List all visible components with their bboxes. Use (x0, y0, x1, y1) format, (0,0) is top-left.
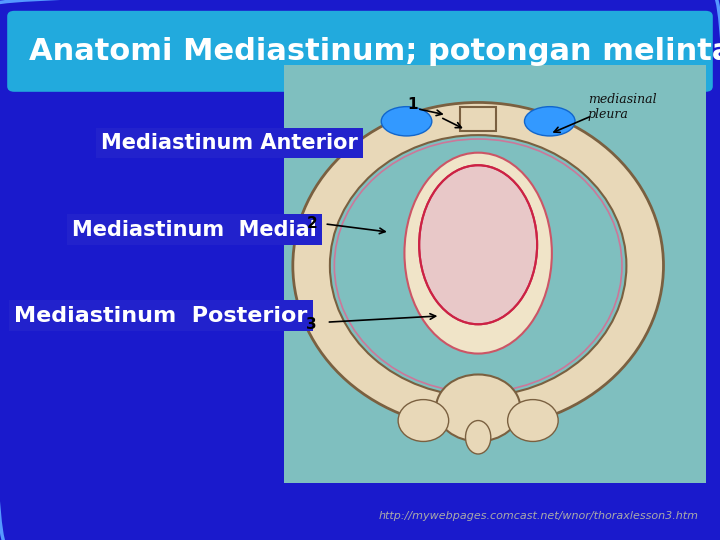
Ellipse shape (382, 106, 432, 136)
Text: 3: 3 (307, 317, 317, 332)
Ellipse shape (524, 106, 575, 136)
Ellipse shape (398, 400, 449, 442)
Ellipse shape (436, 375, 521, 442)
Ellipse shape (293, 103, 664, 429)
Text: 2: 2 (307, 217, 317, 231)
Ellipse shape (330, 135, 626, 396)
Bar (284, 65, 706, 483)
Text: Mediastinum  Posterior: Mediastinum Posterior (14, 306, 307, 326)
Text: mediasinal
pleura: mediasinal pleura (588, 93, 657, 120)
Bar (460, 107, 496, 131)
Text: Mediastinum Anterior: Mediastinum Anterior (101, 133, 358, 153)
Text: Anatomi Mediastinum; potongan melintang: Anatomi Mediastinum; potongan melintang (29, 37, 720, 66)
Text: 1: 1 (408, 97, 418, 112)
Text: Mediastinum  Medial: Mediastinum Medial (72, 219, 317, 240)
Ellipse shape (466, 421, 491, 454)
Ellipse shape (508, 400, 558, 442)
Ellipse shape (419, 165, 537, 324)
Ellipse shape (405, 153, 552, 354)
FancyBboxPatch shape (7, 11, 713, 92)
Text: http://mywebpages.comcast.net/wnor/thoraxlesson3.htm: http://mywebpages.comcast.net/wnor/thora… (379, 511, 698, 521)
